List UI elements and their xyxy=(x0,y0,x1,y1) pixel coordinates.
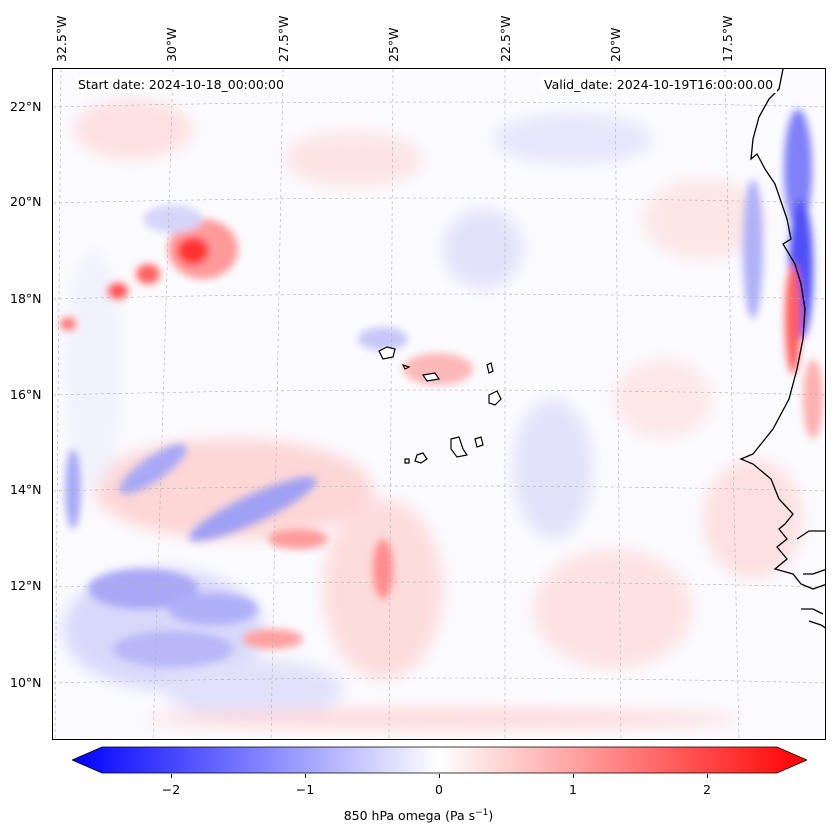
colorbar-label-exponent: −1 xyxy=(475,808,489,818)
colorbar-tickmark xyxy=(707,774,708,778)
lat-label-18n: 18°N xyxy=(10,291,42,306)
cape-verde-islands xyxy=(378,346,502,464)
colorbar-tick-minus-1: −1 xyxy=(295,782,315,797)
colorbar-tick-2: 2 xyxy=(703,782,711,797)
lat-label-10n: 10°N xyxy=(10,675,42,690)
lon-label-20w: 20°W xyxy=(608,27,623,62)
colorbar-label-text: 850 hPa omega (Pa s xyxy=(343,808,476,824)
island-santiago xyxy=(450,436,468,458)
lon-label-27-5w: 27.5°W xyxy=(276,15,291,62)
graticule xyxy=(53,69,825,739)
omega-field-svg xyxy=(53,69,825,739)
start-date-label: Start date: 2024-10-18_00:00:00 xyxy=(74,76,288,93)
lon-label-22-5w: 22.5°W xyxy=(498,15,513,62)
diffuse-omega-patches xyxy=(63,99,803,729)
island-boa-vista xyxy=(488,390,502,406)
colorbar-tick-0: 0 xyxy=(435,782,443,797)
colorbar-tick-1: 1 xyxy=(569,782,577,797)
lat-label-14n: 14°N xyxy=(10,482,42,497)
island-sal xyxy=(486,362,494,374)
colorbar-label: 850 hPa omega (Pa s−1) xyxy=(0,808,837,823)
lat-label-16n: 16°N xyxy=(10,387,42,402)
valid-date-label: Valid_date: 2024-10-19T16:00:00.00 xyxy=(540,76,778,93)
colorbar-tickmark xyxy=(439,774,440,778)
island-sao-nicolau xyxy=(421,372,441,382)
island-santo-antao xyxy=(378,346,396,360)
mesoscale-omega-features xyxy=(60,109,823,667)
coastline xyxy=(739,69,825,629)
island-fogo xyxy=(414,452,428,464)
omega-map[interactable] xyxy=(52,68,826,740)
colorbar xyxy=(72,746,807,774)
colorbar-gradient xyxy=(72,746,807,774)
lon-label-25w: 25°W xyxy=(386,27,401,62)
lat-label-12n: 12°N xyxy=(10,578,42,593)
lon-label-30w: 30°W xyxy=(164,27,179,62)
lat-label-22n: 22°N xyxy=(10,99,42,114)
island-maio xyxy=(474,436,484,448)
colorbar-tickmark xyxy=(573,774,574,778)
island-sao-vicente xyxy=(401,363,411,370)
island-brava xyxy=(404,458,410,464)
lon-label-17-5w: 17.5°W xyxy=(720,15,735,62)
colorbar-label-close: ) xyxy=(488,808,494,824)
lon-label-32-5w: 32.5°W xyxy=(54,15,69,62)
colorbar-tick-minus-2: −2 xyxy=(161,782,181,797)
colorbar-tickmark xyxy=(305,774,306,778)
lat-label-20n: 20°N xyxy=(10,194,42,209)
colorbar-tickmark xyxy=(171,774,172,778)
